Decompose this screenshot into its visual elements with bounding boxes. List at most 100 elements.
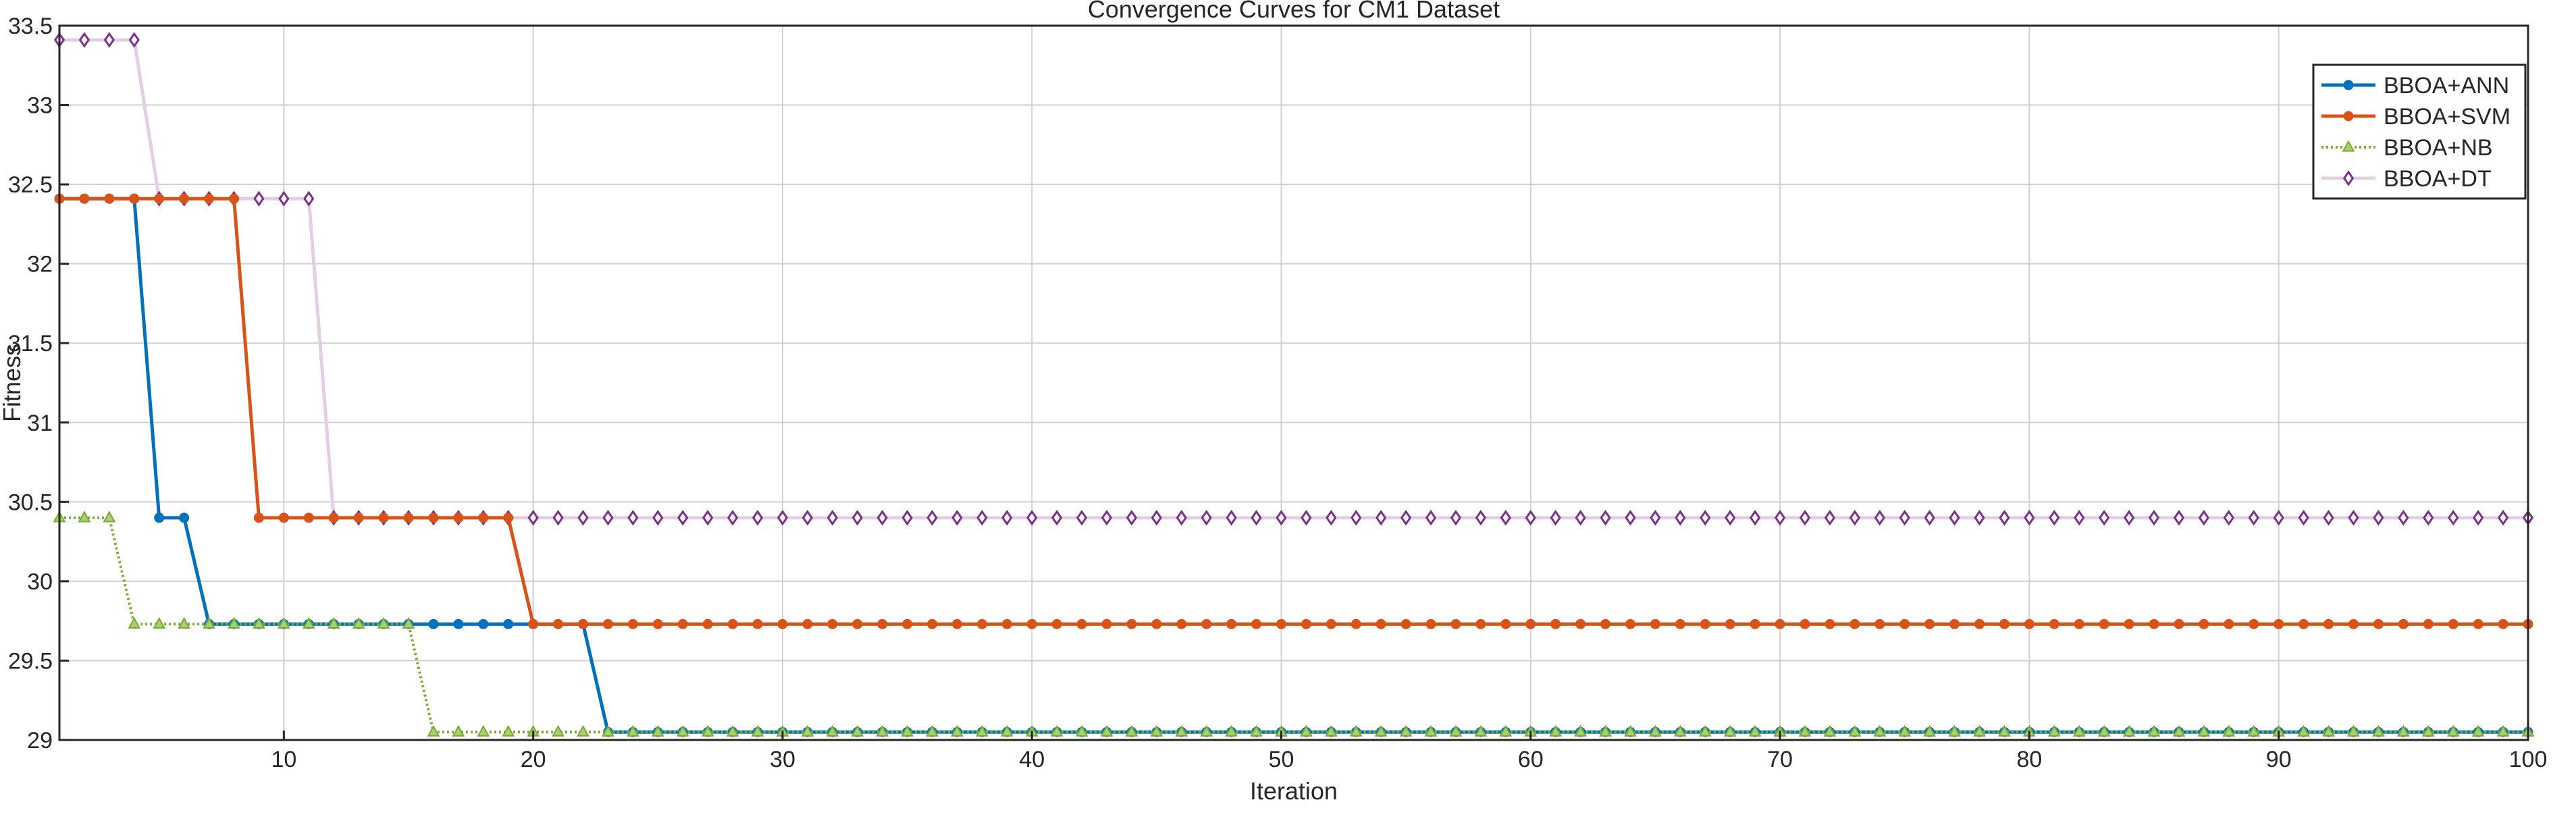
data-point-bboa-svm <box>2423 618 2434 629</box>
data-point-bboa-svm <box>2149 618 2159 629</box>
data-point-bboa-dt <box>2448 510 2459 526</box>
data-point-bboa-svm <box>1325 618 1336 629</box>
data-point-bboa-nb <box>1349 724 1363 737</box>
data-point-bboa-nb <box>2496 724 2510 737</box>
data-point-bboa-dt <box>1949 510 1960 526</box>
data-point-bboa-nb <box>1873 724 1887 737</box>
data-point-bboa-dt <box>527 510 539 526</box>
data-point-bboa-dt <box>1151 510 1163 526</box>
data-point-bboa-dt <box>2198 510 2210 526</box>
data-point-bboa-dt <box>1300 510 1312 526</box>
data-point-bboa-svm <box>1051 618 1062 629</box>
data-point-bboa-svm <box>553 618 564 629</box>
data-point-bboa-svm <box>378 512 389 523</box>
data-point-bboa-svm <box>1600 618 1611 629</box>
data-point-bboa-nb <box>1399 724 1413 737</box>
data-point-bboa-dt <box>652 510 664 526</box>
data-point-bboa-nb <box>1823 724 1837 737</box>
data-point-bboa-nb <box>2097 724 2111 737</box>
data-point-bboa-nb <box>1599 724 1612 737</box>
data-point-bboa-dt <box>1999 510 2010 526</box>
data-point-bboa-dt <box>1176 510 1187 526</box>
y-tick-label: 32.5 <box>8 172 53 198</box>
data-point-bboa-svm <box>1026 618 1037 629</box>
data-point-bboa-nb <box>2222 724 2236 737</box>
data-point-bboa-dt <box>627 510 639 526</box>
data-point-bboa-svm <box>428 512 439 523</box>
data-point-bboa-svm <box>2224 618 2234 629</box>
data-point-bboa-svm <box>1750 618 1760 629</box>
data-point-bboa-nb <box>103 510 116 523</box>
data-point-bboa-dt <box>702 510 714 526</box>
data-point-bboa-dt <box>1625 510 1636 526</box>
data-point-bboa-nb <box>352 616 365 629</box>
data-point-bboa-svm <box>1799 618 1810 629</box>
data-point-bboa-dt <box>1849 510 1861 526</box>
data-point-bboa-nb <box>801 724 814 737</box>
data-point-bboa-nb <box>253 616 265 629</box>
data-point-bboa-svm <box>976 618 987 629</box>
y-tick-label: 30 <box>27 569 53 595</box>
data-point-bboa-nb <box>2147 724 2161 737</box>
data-point-bboa-dt <box>1425 510 1437 526</box>
data-point-bboa-ann <box>179 512 190 523</box>
data-point-bboa-nb <box>726 724 739 737</box>
data-point-bboa-svm <box>129 193 140 204</box>
data-point-bboa-svm <box>2199 618 2209 629</box>
data-point-bboa-nb <box>1973 724 1986 737</box>
data-point-bboa-svm <box>2249 618 2259 629</box>
data-point-bboa-dt <box>1350 510 1362 526</box>
data-point-bboa-nb <box>676 724 689 737</box>
data-point-bboa-dt <box>78 32 90 48</box>
data-point-bboa-nb <box>1449 724 1463 737</box>
data-point-bboa-svm <box>2498 618 2508 629</box>
data-point-bboa-nb <box>1549 724 1562 737</box>
data-point-bboa-svm <box>2024 618 2034 629</box>
data-point-bboa-nb <box>1374 724 1388 737</box>
y-tick-label: 32 <box>27 252 53 277</box>
data-point-bboa-svm <box>154 193 165 204</box>
data-point-bboa-dt <box>2323 510 2334 526</box>
data-point-bboa-nb <box>178 616 191 629</box>
y-tick-label: 30.5 <box>8 489 53 515</box>
data-point-bboa-svm <box>1350 618 1361 629</box>
data-point-bboa-dt <box>1774 510 1786 526</box>
data-point-bboa-svm <box>104 193 115 204</box>
data-point-bboa-svm <box>702 618 713 629</box>
y-tick-label: 29 <box>27 728 53 753</box>
data-point-bboa-dt <box>1201 510 1212 526</box>
data-point-bboa-svm <box>1176 618 1187 629</box>
data-point-bboa-nb <box>502 724 515 737</box>
x-tick-label: 60 <box>1518 747 1544 772</box>
data-point-bboa-nb <box>651 724 664 737</box>
data-point-bboa-dt <box>1026 510 1038 526</box>
data-point-bboa-svm <box>1525 618 1536 629</box>
data-point-bboa-nb <box>876 724 889 737</box>
data-point-bboa-dt <box>727 510 739 526</box>
data-point-bboa-dt <box>303 190 315 207</box>
data-point-bboa-nb <box>2372 724 2385 737</box>
data-point-bboa-dt <box>1076 510 1088 526</box>
data-point-bboa-dt <box>777 510 789 526</box>
y-axis-label: Fitness <box>0 344 26 422</box>
data-point-bboa-svm <box>229 193 240 204</box>
legend-label-bboa-nb: BBOA+NB <box>2384 135 2493 161</box>
data-point-bboa-svm <box>602 618 613 629</box>
data-point-bboa-nb <box>1300 724 1313 737</box>
data-point-bboa-svm <box>478 512 489 523</box>
data-point-bboa-dt <box>876 510 888 526</box>
y-tick-label: 29.5 <box>8 648 53 674</box>
data-point-bboa-nb <box>1898 724 1912 737</box>
data-point-bboa-ann <box>478 618 489 629</box>
data-point-bboa-nb <box>951 724 964 737</box>
data-point-bboa-svm <box>253 512 264 523</box>
data-point-bboa-svm <box>2373 618 2384 629</box>
data-point-bboa-dt <box>2273 510 2284 526</box>
data-point-bboa-nb <box>1499 724 1513 737</box>
data-point-bboa-dt <box>2049 510 2060 526</box>
data-point-bboa-dt <box>976 510 988 526</box>
data-point-bboa-svm <box>303 512 314 523</box>
data-point-bboa-svm <box>1201 618 1212 629</box>
data-point-bboa-dt <box>801 510 814 526</box>
data-point-bboa-nb <box>1998 724 2011 737</box>
